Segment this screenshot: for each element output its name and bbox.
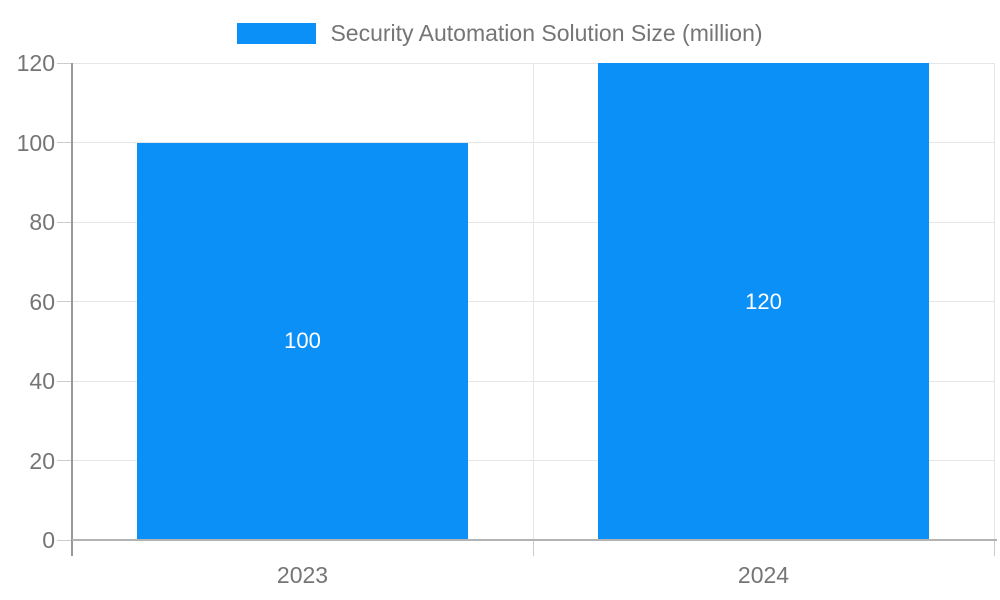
y-tick-mark (57, 539, 72, 541)
legend-label: Security Automation Solution Size (milli… (330, 20, 763, 46)
y-tick-label: 100 (16, 129, 55, 156)
y-tick-mark (57, 62, 72, 64)
y-tick-label: 0 (42, 527, 55, 553)
y-tick-label: 80 (29, 209, 55, 235)
legend-swatch (237, 22, 317, 44)
y-tick-mark (57, 460, 72, 461)
chart-legend[interactable]: Security Automation Solution Size (milli… (0, 19, 1000, 47)
y-tick-label: 60 (29, 288, 55, 315)
bar-value-label: 120 (745, 288, 782, 314)
bar-2024 (597, 63, 930, 540)
gridline-x (993, 63, 995, 540)
x-tick-mark (532, 540, 534, 556)
bar-value-label: 100 (284, 328, 321, 354)
y-tick-mark (57, 301, 72, 302)
x-tick-mark (993, 540, 995, 556)
gridline-x (532, 63, 534, 540)
y-tick-mark (57, 380, 72, 382)
x-axis-line (72, 539, 997, 541)
y-tick-label: 40 (29, 368, 55, 394)
x-tick-label: 2023 (276, 562, 329, 588)
y-tick-mark (57, 221, 72, 223)
y-tick-mark (57, 142, 72, 143)
x-tick-label: 2024 (737, 562, 790, 588)
bar-2023 (136, 142, 469, 540)
y-tick-label: 20 (29, 447, 55, 474)
y-axis-line (71, 63, 73, 556)
y-tick-label: 120 (16, 50, 55, 76)
